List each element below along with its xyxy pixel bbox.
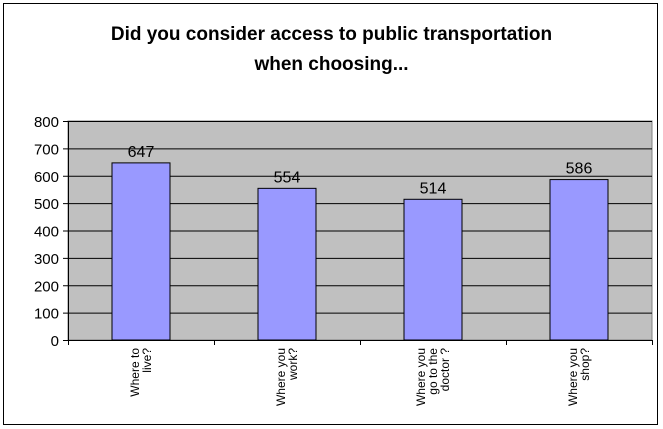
y-tick-label: 200: [34, 278, 59, 295]
chart-title-line-1: Did you consider access to public transp…: [110, 24, 553, 45]
data-label: 514: [420, 180, 447, 197]
category-label-line: Where you: [566, 348, 580, 406]
y-tick-label: 700: [34, 141, 59, 158]
category-label-line: live?: [140, 348, 154, 373]
category-label-line: go to the: [426, 348, 440, 395]
category-label-line: shop?: [578, 348, 592, 381]
data-label: 554: [274, 169, 301, 186]
chart-title: Did you consider access to public transp…: [0, 20, 663, 80]
category-label-line: Where to: [128, 348, 142, 397]
y-tick-label: 300: [34, 251, 59, 268]
y-tick-label: 500: [34, 196, 59, 213]
y-tick-label: 0: [51, 333, 59, 350]
category-label-line: work?: [286, 348, 300, 381]
category-label-line: doctor ?: [438, 348, 452, 392]
bar: [549, 179, 609, 341]
bar: [403, 198, 463, 341]
category-label-line: Where you: [274, 348, 288, 406]
bar: [111, 162, 171, 341]
bar: [257, 187, 317, 341]
y-tick-label: 600: [34, 169, 59, 186]
data-label: 586: [566, 161, 593, 178]
y-tick-label: 800: [34, 114, 59, 131]
y-tick-label: 100: [34, 306, 59, 323]
category-label-line: Where you: [414, 348, 428, 406]
chart-title-line-2: when choosing...: [254, 54, 409, 75]
y-tick-label: 400: [34, 224, 59, 241]
data-label: 647: [128, 144, 155, 161]
